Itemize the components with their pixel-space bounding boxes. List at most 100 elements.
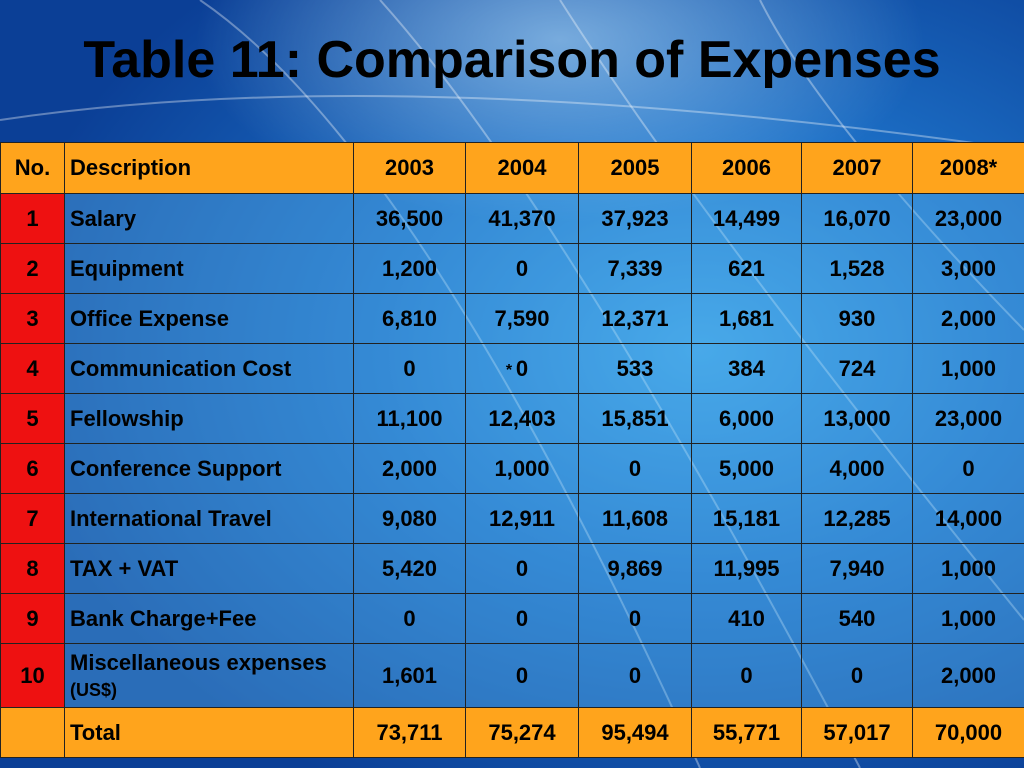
- row-description: Equipment: [64, 243, 354, 294]
- table-row: 10 Miscellaneous expenses (US$) 1,601 0 …: [0, 643, 1024, 708]
- row-value: 7,940: [801, 543, 913, 594]
- row-value: 2,000: [912, 293, 1024, 344]
- row-value: 12,403: [465, 393, 579, 444]
- total-row: Total 73,711 75,274 95,494 55,771 57,017…: [0, 707, 1024, 758]
- currency-unit: (US$): [70, 679, 118, 700]
- row-number: 9: [0, 593, 65, 644]
- row-value: 0: [465, 643, 579, 708]
- table-row: 2 Equipment 1,200 0 7,339 621 1,528 3,00…: [0, 243, 1024, 294]
- row-value: 0: [465, 243, 579, 294]
- header-no: No.: [0, 142, 65, 194]
- row-value: 0: [353, 343, 466, 394]
- total-value: 55,771: [691, 707, 802, 758]
- row-value: 0: [578, 593, 692, 644]
- row-value: 0: [465, 593, 579, 644]
- row-number: 8: [0, 543, 65, 594]
- row-value: 1,601: [353, 643, 466, 708]
- row-value: 1,000: [465, 443, 579, 494]
- row-value: 11,995: [691, 543, 802, 594]
- table-row: 1 Salary 36,500 41,370 37,923 14,499 16,…: [0, 193, 1024, 244]
- row-value: 12,911: [465, 493, 579, 544]
- table-header-row: No. Description 2003 2004 2005 2006 2007…: [0, 142, 1024, 194]
- row-value: 0: [691, 643, 802, 708]
- header-year: 2008*: [912, 142, 1024, 194]
- total-value: 70,000: [912, 707, 1024, 758]
- row-value: 7,590: [465, 293, 579, 344]
- row-value: 2,000: [353, 443, 466, 494]
- row-value: 0: [353, 593, 466, 644]
- row-description: Office Expense: [64, 293, 354, 344]
- row-value: 1,528: [801, 243, 913, 294]
- table-row: 8 TAX + VAT 5,420 0 9,869 11,995 7,940 1…: [0, 543, 1024, 594]
- header-description: Description: [64, 142, 354, 194]
- row-value: 11,100: [353, 393, 466, 444]
- row-value: 9,869: [578, 543, 692, 594]
- row-value: 37,923: [578, 193, 692, 244]
- row-value: 1,000: [912, 593, 1024, 644]
- asterisk-marker: 0: [516, 356, 528, 381]
- row-description: TAX + VAT: [64, 543, 354, 594]
- row-value: 0: [465, 543, 579, 594]
- row-value: 4,000: [801, 443, 913, 494]
- row-description: Salary: [64, 193, 354, 244]
- row-value: 16,070: [801, 193, 913, 244]
- row-value: 0: [912, 443, 1024, 494]
- table-row: 5 Fellowship 11,100 12,403 15,851 6,000 …: [0, 393, 1024, 444]
- row-description: Conference Support: [64, 443, 354, 494]
- row-value: 0: [465, 343, 579, 394]
- row-value: 5,000: [691, 443, 802, 494]
- row-value: 6,000: [691, 393, 802, 444]
- table-row: 4 Communication Cost 0 0 533 384 724 1,0…: [0, 343, 1024, 394]
- row-value: 12,285: [801, 493, 913, 544]
- table-row: 3 Office Expense 6,810 7,590 12,371 1,68…: [0, 293, 1024, 344]
- total-value: 57,017: [801, 707, 913, 758]
- total-value: 95,494: [578, 707, 692, 758]
- row-value: 384: [691, 343, 802, 394]
- table-row: 6 Conference Support 2,000 1,000 0 5,000…: [0, 443, 1024, 494]
- header-year: 2007: [801, 142, 913, 194]
- row-number: 2: [0, 243, 65, 294]
- row-value: 15,851: [578, 393, 692, 444]
- row-number: 4: [0, 343, 65, 394]
- row-value: 13,000: [801, 393, 913, 444]
- total-number: [0, 707, 65, 758]
- row-description: Miscellaneous expenses (US$): [64, 643, 354, 708]
- row-value: 5,420: [353, 543, 466, 594]
- row-value: 14,499: [691, 193, 802, 244]
- row-value: 9,080: [353, 493, 466, 544]
- row-description-text: Miscellaneous expenses: [70, 649, 327, 675]
- row-value: 1,681: [691, 293, 802, 344]
- row-description: Communication Cost: [64, 343, 354, 394]
- expenses-table: No. Description 2003 2004 2005 2006 2007…: [0, 142, 1024, 758]
- row-value: 23,000: [912, 393, 1024, 444]
- row-description: Fellowship: [64, 393, 354, 444]
- row-number: 5: [0, 393, 65, 444]
- page-title: Table 11: Comparison of Expenses: [83, 31, 941, 89]
- row-value: 724: [801, 343, 913, 394]
- row-number: 10: [0, 643, 65, 708]
- row-value: 3,000: [912, 243, 1024, 294]
- row-number: 6: [0, 443, 65, 494]
- row-number: 1: [0, 193, 65, 244]
- row-value: 2,000: [912, 643, 1024, 708]
- row-value: 36,500: [353, 193, 466, 244]
- total-value: 73,711: [353, 707, 466, 758]
- row-description: Bank Charge+Fee: [64, 593, 354, 644]
- row-value: 7,339: [578, 243, 692, 294]
- table-row: 7 International Travel 9,080 12,911 11,6…: [0, 493, 1024, 544]
- row-value: 15,181: [691, 493, 802, 544]
- total-label: Total: [64, 707, 354, 758]
- row-value: 930: [801, 293, 913, 344]
- row-value: 14,000: [912, 493, 1024, 544]
- row-value: 533: [578, 343, 692, 394]
- row-value: 12,371: [578, 293, 692, 344]
- row-value: 23,000: [912, 193, 1024, 244]
- row-value: 1,200: [353, 243, 466, 294]
- row-value: 1,000: [912, 343, 1024, 394]
- row-value: 41,370: [465, 193, 579, 244]
- row-value: 0: [578, 443, 692, 494]
- header-year: 2006: [691, 142, 802, 194]
- row-number: 7: [0, 493, 65, 544]
- row-description: International Travel: [64, 493, 354, 544]
- row-value: 540: [801, 593, 913, 644]
